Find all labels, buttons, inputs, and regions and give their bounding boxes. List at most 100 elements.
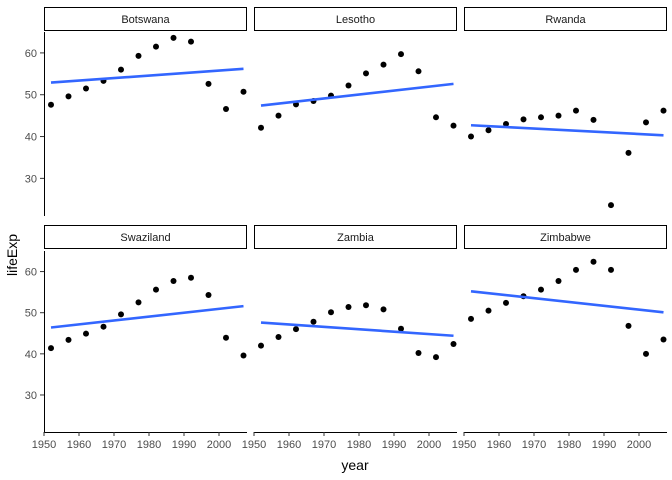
trend-line — [260, 321, 454, 338]
data-point — [205, 80, 212, 87]
facet-strip — [44, 225, 247, 249]
y-tick-label: 50 — [25, 90, 37, 102]
data-point — [118, 66, 124, 73]
x-tick-label: 1980 — [347, 439, 371, 451]
trend-line — [50, 67, 244, 84]
data-point — [573, 266, 579, 273]
x-tick-label: 1980 — [137, 439, 161, 451]
y-tick-label: 40 — [25, 349, 37, 361]
x-tick-label: 1970 — [312, 439, 336, 451]
x-tick-label: 1990 — [382, 439, 406, 451]
x-tick-label: 1990 — [172, 439, 196, 451]
x-tick-label: 1950 — [242, 439, 266, 451]
data-point — [503, 121, 509, 127]
data-point — [520, 116, 527, 123]
data-point — [118, 311, 124, 318]
trend-line — [470, 290, 664, 314]
data-point — [345, 82, 352, 89]
data-point — [608, 202, 614, 209]
y-tick-label: 30 — [25, 390, 37, 402]
data-point — [310, 318, 317, 325]
facet-strip — [464, 225, 667, 249]
data-point — [468, 315, 474, 322]
y-tick-label: 60 — [25, 48, 37, 60]
data-point — [538, 286, 544, 293]
data-point — [170, 278, 177, 285]
x-tick-label: 1990 — [592, 439, 616, 451]
data-point — [485, 307, 492, 314]
data-point — [643, 119, 649, 126]
data-point — [555, 112, 562, 119]
facet-panel: Lesotho — [254, 7, 457, 131]
data-point — [83, 85, 89, 92]
facet-strip-label: Swaziland — [120, 232, 170, 244]
facet-panels: Botswana 30 40 50 60 Lesotho Rwanda Swaziland 30… — [25, 7, 667, 451]
facet-panel: Rwanda — [464, 7, 667, 209]
data-point — [240, 352, 247, 359]
data-point — [503, 299, 509, 306]
trend-line — [470, 123, 664, 137]
data-point — [625, 149, 632, 156]
data-point — [153, 286, 159, 293]
data-point — [223, 105, 229, 112]
data-point — [380, 306, 387, 313]
trend-line — [260, 82, 454, 107]
data-point — [643, 350, 649, 357]
data-point — [170, 34, 177, 41]
x-tick-label: 1970 — [522, 439, 546, 451]
facet-strip — [464, 7, 667, 31]
data-point — [48, 101, 54, 108]
data-point — [223, 334, 229, 341]
y-axis-title: lifeExp — [4, 234, 20, 276]
data-point — [83, 330, 89, 337]
data-point — [485, 127, 492, 134]
data-point — [100, 323, 107, 330]
facet-strip — [254, 7, 457, 31]
data-point — [258, 342, 264, 349]
data-point — [188, 274, 194, 281]
x-tick-label: 1950 — [32, 439, 56, 451]
data-point — [293, 326, 299, 333]
data-point — [65, 336, 72, 343]
x-tick-label: 2000 — [207, 439, 231, 451]
data-point — [328, 309, 334, 316]
facet-strip-label: Botswana — [121, 14, 170, 26]
data-point — [240, 88, 247, 95]
facet-strip-label: Lesotho — [336, 14, 375, 26]
y-tick-label: 50 — [25, 308, 37, 320]
data-point — [415, 68, 422, 75]
y-tick-label: 40 — [25, 132, 37, 144]
facet-panel: Zambia 1950 1960 1970 1980 1990 2000 — [242, 225, 457, 451]
facet-strip-label: Zimbabwe — [540, 232, 591, 244]
data-point — [555, 278, 562, 285]
data-point — [135, 299, 142, 306]
data-point — [363, 302, 369, 309]
data-point — [590, 258, 597, 265]
data-point — [380, 61, 387, 68]
data-point — [275, 112, 282, 119]
x-tick-label: 1970 — [102, 439, 126, 451]
y-tick-label: 30 — [25, 173, 37, 185]
data-point — [188, 38, 194, 45]
data-point — [660, 336, 667, 343]
facet-panel: Zimbabwe 1950 1960 1970 1980 1990 2000 — [452, 225, 667, 451]
facet-strip-label: Rwanda — [545, 14, 586, 26]
data-point — [608, 266, 614, 273]
data-point — [275, 333, 282, 340]
data-point — [433, 114, 439, 121]
data-point — [363, 70, 369, 77]
x-tick-label: 1960 — [487, 439, 511, 451]
data-point — [433, 354, 439, 361]
data-point — [153, 43, 159, 50]
facet-strip — [254, 225, 457, 249]
facet-strip-label: Zambia — [337, 232, 375, 244]
data-point — [345, 303, 352, 310]
data-point — [205, 292, 212, 299]
x-tick-label: 1960 — [67, 439, 91, 451]
data-point — [573, 107, 579, 114]
data-point — [450, 122, 457, 129]
data-point — [625, 322, 632, 329]
facet-panel: Botswana 30 40 50 60 — [25, 7, 247, 216]
data-point — [450, 340, 457, 347]
